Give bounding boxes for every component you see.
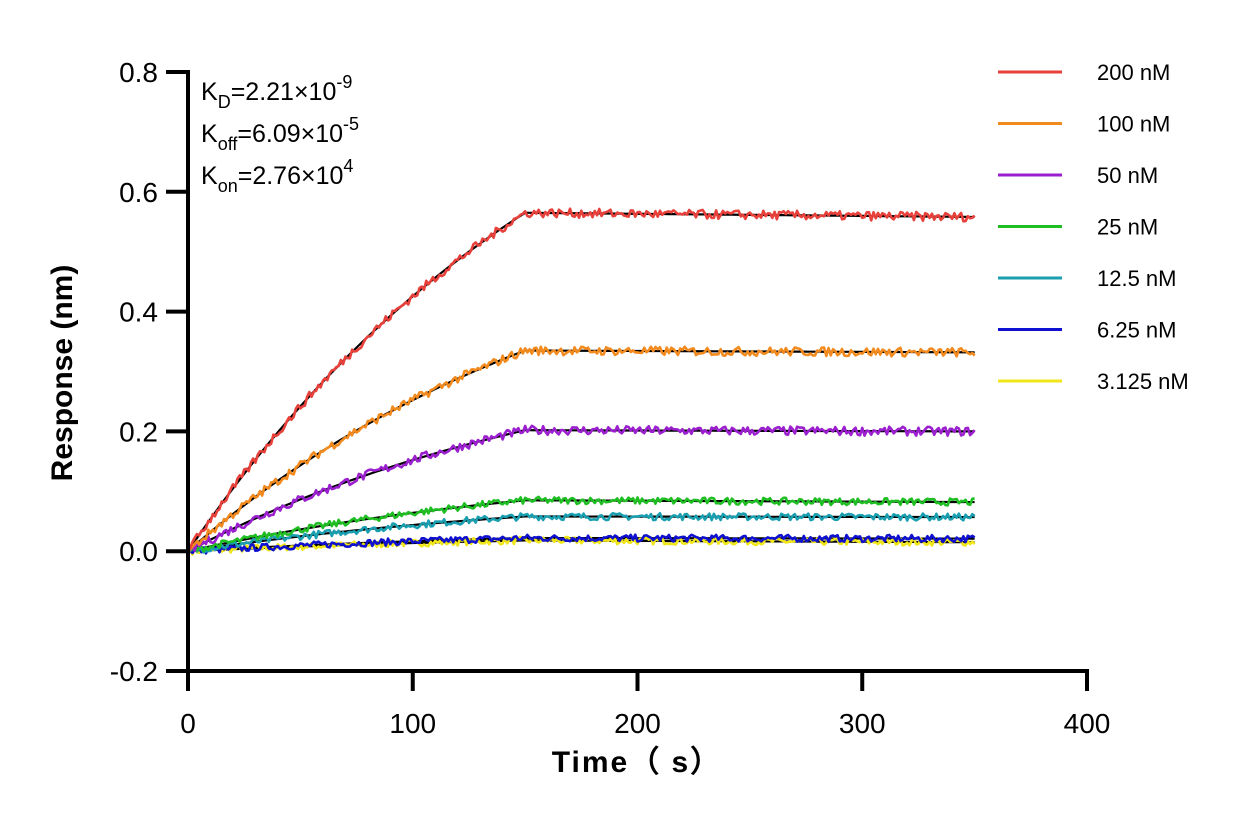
x-tick-label: 100 [389,708,436,739]
legend-label: 100 nM [1097,112,1170,137]
y-tick-label: 0.4 [119,297,158,328]
data-traces [186,207,976,556]
series-line-50-nm [187,424,976,553]
y-tick-label: 0.2 [119,416,158,447]
x-tick-label: 0 [180,708,196,739]
x-tick-label: 400 [1064,708,1111,739]
legend-label: 3.125 nM [1097,369,1189,394]
kinetic-annotation: Koff=6.09×10-5 [201,114,359,154]
y-tick-label: -0.2 [110,656,158,687]
y-tick-label: 0.6 [119,177,158,208]
kinetic-annotation: Kon=2.76×104 [201,156,353,196]
y-tick-label: 0.8 [119,57,158,88]
legend-label: 50 nM [1097,163,1158,188]
x-tick-label: 300 [839,708,886,739]
y-tick-label: 0.0 [119,536,158,567]
series-line-200-nm [186,207,976,552]
series-line-6-25-nm [187,533,976,555]
kinetic-annotation: KD=2.21×10-9 [201,72,352,112]
legend-label: 12.5 nM [1097,266,1177,291]
series-line-25-nm [187,495,975,553]
legend: 200 nM 100 nM 50 nM 25 nM 12.5 nM 6.25 nM 3.12… [998,60,1189,394]
x-axis-title: Time（ s） [552,745,723,779]
y-axis-title: Response (nm) [46,265,79,482]
series-line-100-nm [187,345,976,553]
legend-label: 25 nM [1097,215,1158,240]
x-tick-label: 200 [614,708,661,739]
legend-label: 200 nM [1097,60,1170,85]
series-line-12-5-nm [187,511,976,554]
fit-curve-100-nm [187,349,975,553]
legend-label: 6.25 nM [1097,318,1177,343]
fit-curve-50-nm [187,429,975,553]
axes: -0.2 0.0 0.2 0.4 0.6 0.8 0 100 200 300 400 [110,57,1111,739]
